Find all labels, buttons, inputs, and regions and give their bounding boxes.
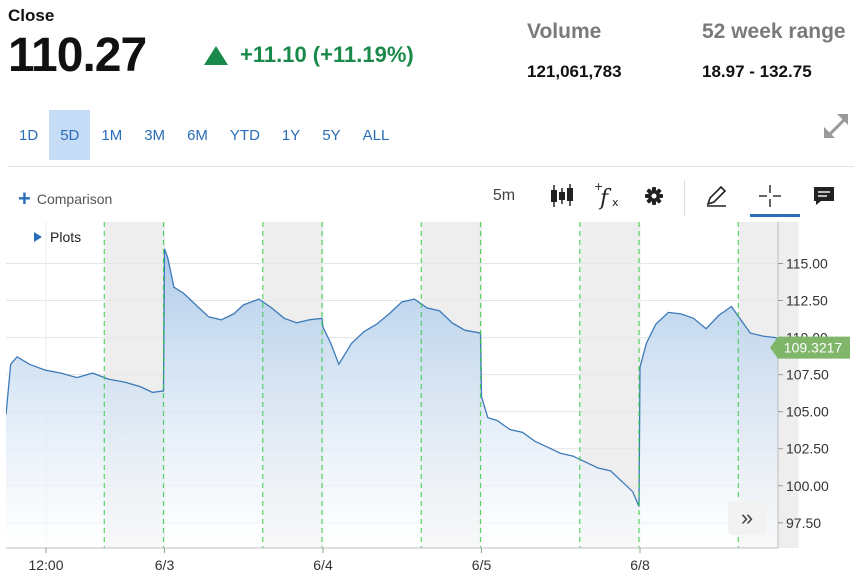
expand-triangle-icon	[34, 232, 42, 242]
svg-text:x: x	[612, 196, 619, 209]
candlestick-icon[interactable]	[544, 178, 580, 214]
plots-label: Plots	[50, 229, 82, 245]
y-tick-label: 105.00	[786, 404, 829, 420]
price-value: 110.27	[8, 29, 147, 82]
comparison-label: Comparison	[36, 191, 113, 207]
range-3m[interactable]: 3M	[144, 126, 166, 144]
plots-toggle[interactable]: Plots	[34, 229, 81, 245]
range-ytd[interactable]: YTD	[229, 126, 260, 144]
header-divider	[8, 166, 854, 167]
x-tick-label: 6/3	[155, 557, 175, 573]
scroll-right-button[interactable]: »	[728, 501, 766, 535]
range-1m[interactable]: 1M	[101, 126, 123, 144]
range-1d[interactable]: 1D	[19, 126, 39, 144]
volume-label: Volume	[527, 20, 602, 43]
x-tick-label: 6/5	[472, 557, 492, 573]
x-tick-label: 12:00	[28, 557, 63, 573]
price-chart[interactable]: 115.00112.50110.00107.50105.00102.50100.…	[0, 222, 866, 584]
comment-icon[interactable]	[806, 178, 842, 214]
range-5y[interactable]: 5Y	[322, 126, 341, 144]
double-chevron-right-icon: »	[740, 505, 754, 530]
interval-selector[interactable]: 5m	[484, 178, 524, 214]
y-tick-label: 102.50	[786, 441, 829, 457]
change-value: +11.10 (+11.19%)	[240, 42, 414, 67]
y-tick-label: 115.00	[786, 255, 828, 271]
last-price-tag	[770, 336, 850, 359]
crosshair-icon[interactable]	[752, 178, 788, 214]
svg-text:+: +	[594, 181, 603, 193]
y-tick-label: 112.50	[786, 293, 828, 309]
range-5d[interactable]: 5D	[49, 110, 91, 160]
range-1y[interactable]: 1Y	[281, 126, 301, 144]
expand-icon[interactable]	[820, 110, 854, 144]
toolbar-separator	[684, 180, 685, 216]
price-area	[6, 248, 778, 548]
x-tick-label: 6/8	[630, 557, 650, 573]
up-arrow-icon	[204, 45, 228, 65]
quote-label: Close	[8, 6, 55, 25]
range-6m[interactable]: 6M	[187, 126, 208, 144]
range-all[interactable]: ALL	[362, 126, 390, 144]
gear-icon[interactable]	[636, 178, 672, 214]
last-price-label: 109.3217	[784, 340, 843, 356]
active-tool-indicator	[750, 214, 800, 217]
range-value: 18.97 - 132.75	[702, 62, 812, 81]
y-tick-label: 97.50	[786, 515, 821, 531]
y-tick-label: 100.00	[786, 478, 829, 494]
y-tick-label: 107.50	[786, 367, 829, 383]
comparison-button[interactable]: + Comparison	[18, 186, 113, 211]
interval-label: 5m	[492, 187, 516, 204]
range-label: 52 week range	[702, 20, 846, 43]
pencil-icon[interactable]	[698, 178, 734, 214]
volume-value: 121,061,783	[527, 62, 622, 81]
svg-text:f: f	[598, 186, 612, 211]
plus-icon: +	[18, 186, 31, 211]
function-icon[interactable]: + f x	[590, 178, 626, 214]
price-line	[6, 248, 778, 507]
price-change: +11.10 (+11.19%)	[204, 42, 414, 68]
x-tick-label: 6/4	[313, 557, 333, 573]
time-range-selector: 1D 5D 1M 3M 6M YTD 1Y 5Y ALL	[8, 110, 400, 160]
